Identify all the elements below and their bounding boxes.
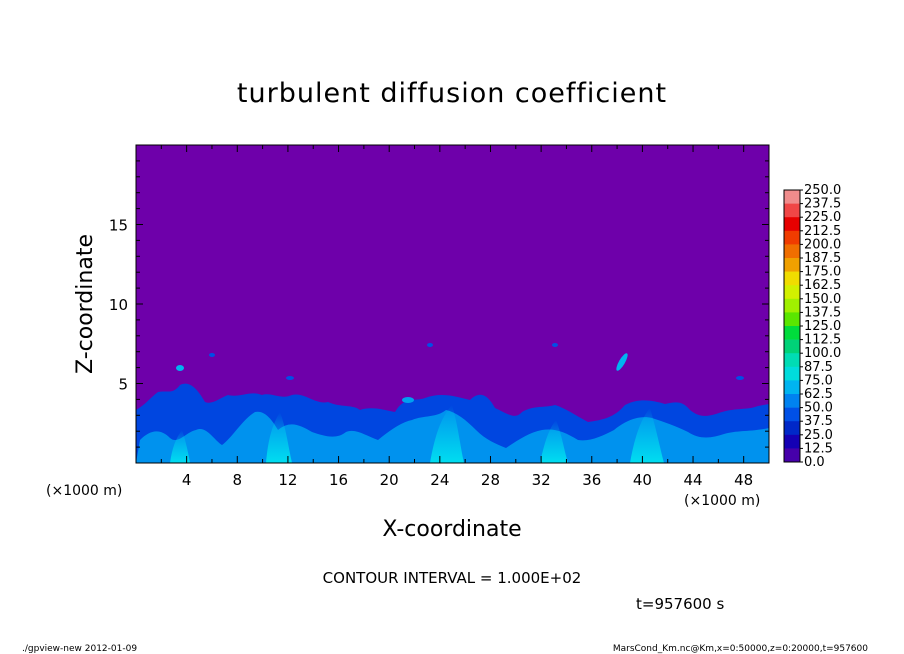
turbulence-blob [616, 353, 628, 371]
chart-title: turbulent diffusion coefficient [237, 78, 667, 109]
turbulence-blob [176, 365, 184, 371]
turbulence-plume-2 [430, 405, 464, 463]
colorbar-label: 237.5 [804, 197, 841, 212]
x-tick-label: 36 [582, 471, 601, 489]
x-axis-label: X-coordinate [382, 517, 521, 542]
colorbar-swatch [784, 434, 800, 449]
colorbar-label: 225.0 [804, 210, 841, 225]
contour-interval: CONTOUR INTERVAL = 1.000E+02 [323, 569, 582, 587]
colorbar-swatch [784, 258, 800, 272]
colorbar-label: 112.5 [804, 333, 841, 348]
y-tick-label: 10 [109, 296, 128, 314]
colorbar-label: 250.0 [804, 183, 841, 198]
x-tick-label: 40 [633, 471, 652, 489]
colorbar-label: 175.0 [804, 265, 841, 280]
colorbar-swatch [784, 312, 800, 327]
turbulence-plume-3 [540, 420, 568, 463]
colorbar-swatch [784, 339, 800, 354]
colorbar-swatch [784, 190, 800, 204]
colorbar-swatch [784, 366, 800, 381]
y-axis-label: Z-coordinate [73, 234, 98, 374]
colorbar-swatch [784, 407, 800, 422]
turbulence-blob [427, 343, 433, 347]
x-tick-label: 32 [532, 471, 551, 489]
colorbar-label: 75.0 [804, 373, 833, 388]
turbulence-blob [552, 343, 558, 347]
colorbar-swatch [784, 285, 800, 300]
colorbar-label: 87.5 [804, 360, 833, 375]
colorbar-swatch [784, 353, 800, 368]
colorbar-label: 125.0 [804, 319, 841, 334]
colorbar-label: 200.0 [804, 237, 841, 252]
colorbar-label: 37.5 [804, 414, 833, 429]
colorbar-label: 150.0 [804, 292, 841, 307]
colorbar-swatch [784, 421, 800, 436]
x-tick-label: 28 [481, 471, 500, 489]
colorbar-label: 162.5 [804, 278, 841, 293]
turbulence-blob [209, 353, 215, 357]
colorbar-label: 212.5 [804, 224, 841, 239]
colorbar-label: 0.0 [804, 455, 825, 470]
x-tick-label: 4 [182, 471, 192, 489]
colorbar-label: 62.5 [804, 387, 833, 402]
x-tick-label: 8 [233, 471, 243, 489]
colorbar-swatch [784, 448, 800, 463]
turbulence-blob [286, 376, 294, 380]
turbulence-field [136, 343, 769, 463]
colorbar-label: 187.5 [804, 251, 841, 266]
colorbar-swatch [784, 217, 800, 232]
turbulence-blob [402, 397, 414, 403]
x-tick-label: 12 [278, 471, 297, 489]
x-unit-label-right: (×1000 m) [684, 493, 760, 509]
colorbar-swatch [784, 298, 800, 313]
colorbar-label: 100.0 [804, 346, 841, 361]
x-tick-label: 48 [734, 471, 753, 489]
y-tick-label: 5 [118, 376, 128, 394]
colorbar-swatch [784, 203, 800, 218]
x-tick-label: 20 [380, 471, 399, 489]
turbulence-plume-1 [266, 412, 292, 463]
colorbar-label: 50.0 [804, 401, 833, 416]
y-tick-label: 15 [109, 217, 128, 235]
colorbar-label: 137.5 [804, 305, 841, 320]
colorbar-swatch [784, 380, 800, 395]
x-unit-label-left: (×1000 m) [46, 483, 122, 499]
colorbar-swatch [784, 394, 800, 408]
colorbar-swatch [784, 326, 800, 340]
turbulence-plume-5 [170, 430, 190, 463]
footer-right: MarsCond_Km.nc@Km,x=0:50000,z=0:20000,t=… [613, 644, 868, 654]
turbulence-blob [736, 376, 744, 380]
colorbar-swatch [784, 244, 800, 259]
x-tick-label: 16 [329, 471, 348, 489]
colorbar-label: 12.5 [804, 441, 833, 456]
colorbar-swatch [784, 271, 800, 286]
turbulence-plume-4 [630, 408, 664, 463]
x-tick-label: 24 [430, 471, 449, 489]
footer-left: ./gpview-new 2012-01-09 [22, 644, 137, 654]
colorbar-label: 25.0 [804, 428, 833, 443]
colorbar: 250.0237.5225.0212.5200.0187.5175.0162.5… [783, 183, 841, 470]
colorbar-swatch [784, 230, 800, 245]
x-tick-label: 44 [683, 471, 702, 489]
time-stamp: t=957600 s [636, 595, 724, 613]
